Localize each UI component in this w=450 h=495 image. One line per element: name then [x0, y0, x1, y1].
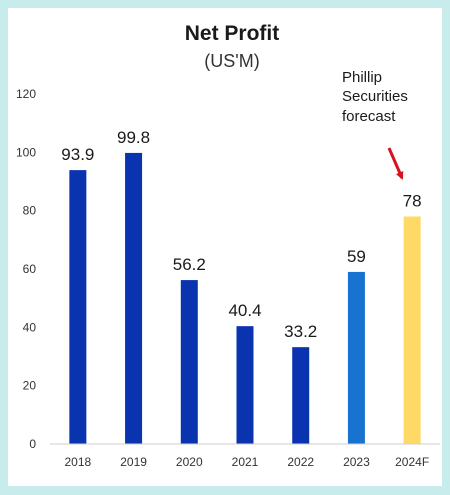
- bar-2018: [69, 170, 87, 444]
- chart-panel: Net Profit (US'M) 0 20 40 60 80 100 120 93.9 99…: [8, 8, 442, 486]
- data-label-2024F: 78: [403, 192, 422, 211]
- net-profit-chart: Net Profit (US'M) 0 20 40 60 80 100 120 93.9 99…: [16, 22, 440, 469]
- x-tick-label: 2019: [120, 455, 147, 469]
- y-tick-label: 120: [16, 87, 36, 101]
- data-label-2023: 59: [347, 247, 366, 266]
- annotation-line-2: Securities: [342, 88, 408, 105]
- x-tick-label: 2020: [176, 455, 203, 469]
- bar-2024F: [403, 216, 421, 444]
- data-labels: 93.9 99.8 56.2 40.4 33.2 59 78: [61, 128, 421, 341]
- y-tick-label: 20: [23, 379, 37, 393]
- y-axis: 0 20 40 60 80 100 120: [16, 87, 36, 451]
- data-label-2019: 99.8: [117, 128, 150, 147]
- annotation-arrow: [387, 147, 404, 180]
- data-label-2021: 40.4: [228, 301, 261, 320]
- y-tick-label: 100: [16, 145, 36, 159]
- data-label-2020: 56.2: [173, 255, 206, 274]
- bar-2020: [180, 280, 198, 444]
- x-tick-label: 2022: [287, 455, 314, 469]
- bar-2022: [292, 347, 310, 444]
- y-tick-label: 60: [23, 262, 37, 276]
- annotation-line-3: forecast: [342, 108, 396, 125]
- forecast-annotation: Phillip Securities forecast: [342, 69, 408, 180]
- chart-subtitle: (US'M): [204, 51, 259, 71]
- x-tick-label: 2023: [343, 455, 370, 469]
- bar-2021: [236, 326, 254, 444]
- chart-title: Net Profit: [185, 22, 280, 45]
- bar-2019: [125, 152, 143, 444]
- data-label-2022: 33.2: [284, 322, 317, 341]
- x-axis: 2018 2019 2020 2021 2022 2023 2024F: [65, 455, 430, 469]
- y-tick-label: 40: [23, 320, 37, 334]
- y-tick-label: 0: [29, 437, 36, 451]
- x-tick-label: 2021: [232, 455, 259, 469]
- x-tick-label: 2024F: [395, 455, 429, 469]
- data-label-2018: 93.9: [61, 145, 94, 164]
- bar-2023: [347, 271, 365, 444]
- y-tick-label: 80: [23, 204, 37, 218]
- x-tick-label: 2018: [65, 455, 92, 469]
- bars: [69, 152, 421, 444]
- annotation-line-1: Phillip: [342, 69, 382, 86]
